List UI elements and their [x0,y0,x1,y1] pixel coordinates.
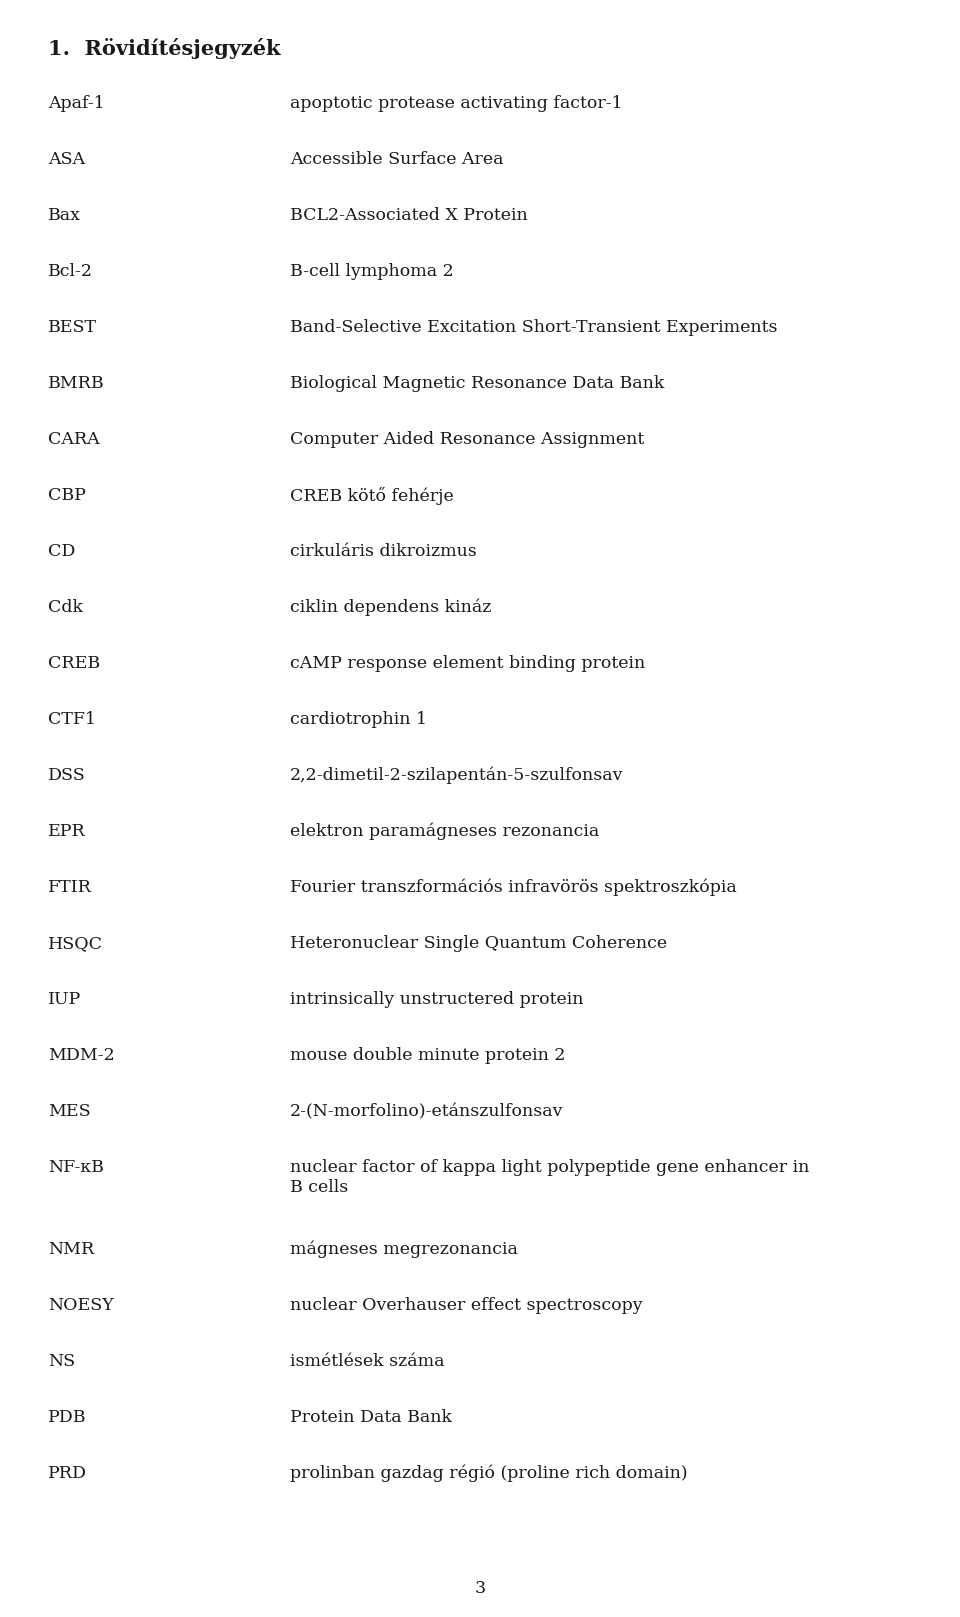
Text: PDB: PDB [48,1408,86,1426]
Text: Fourier transzformációs infravörös spektroszkópia: Fourier transzformációs infravörös spekt… [290,880,736,896]
Text: Cdk: Cdk [48,598,83,616]
Text: cirkuláris dikroizmus: cirkuláris dikroizmus [290,543,477,559]
Text: prolinban gazdag régió (proline rich domain): prolinban gazdag régió (proline rich dom… [290,1465,687,1483]
Text: apoptotic protease activating factor-1: apoptotic protease activating factor-1 [290,95,623,112]
Text: ismétlések száma: ismétlések száma [290,1353,444,1370]
Text: FTIR: FTIR [48,880,92,896]
Text: 2,2-dimetil-2-szilapentán-5-szulfonsav: 2,2-dimetil-2-szilapentán-5-szulfonsav [290,766,623,784]
Text: BCL2-Associated X Protein: BCL2-Associated X Protein [290,207,528,225]
Text: Accessible Surface Area: Accessible Surface Area [290,150,503,168]
Text: nuclear Overhauser effect spectroscopy: nuclear Overhauser effect spectroscopy [290,1297,642,1315]
Text: Apaf-1: Apaf-1 [48,95,105,112]
Text: CTF1: CTF1 [48,711,96,728]
Text: BEST: BEST [48,319,97,336]
Text: CBP: CBP [48,487,85,505]
Text: Protein Data Bank: Protein Data Bank [290,1408,452,1426]
Text: PRD: PRD [48,1465,87,1483]
Text: B-cell lymphoma 2: B-cell lymphoma 2 [290,264,454,280]
Text: nuclear factor of kappa light polypeptide gene enhancer in
B cells: nuclear factor of kappa light polypeptid… [290,1159,809,1195]
Text: mouse double minute protein 2: mouse double minute protein 2 [290,1046,565,1064]
Text: 3: 3 [474,1580,486,1598]
Text: CREB kötő fehérje: CREB kötő fehérje [290,487,454,505]
Text: ASA: ASA [48,150,85,168]
Text: NMR: NMR [48,1240,94,1258]
Text: BMRB: BMRB [48,375,105,391]
Text: Band-Selective Excitation Short-Transient Experiments: Band-Selective Excitation Short-Transien… [290,319,778,336]
Text: CD: CD [48,543,76,559]
Text: mágneses megrezonancia: mágneses megrezonancia [290,1240,517,1258]
Text: CREB: CREB [48,655,100,673]
Text: CARA: CARA [48,432,100,448]
Text: ciklin dependens kináz: ciklin dependens kináz [290,598,492,616]
Text: 2-(N-morfolino)-etánszulfonsav: 2-(N-morfolino)-etánszulfonsav [290,1103,564,1121]
Text: IUP: IUP [48,991,82,1007]
Text: Computer Aided Resonance Assignment: Computer Aided Resonance Assignment [290,432,644,448]
Text: MDM-2: MDM-2 [48,1046,115,1064]
Text: intrinsically unstructered protein: intrinsically unstructered protein [290,991,584,1007]
Text: HSQC: HSQC [48,935,103,952]
Text: Heteronuclear Single Quantum Coherence: Heteronuclear Single Quantum Coherence [290,935,667,952]
Text: elektron paramágneses rezonancia: elektron paramágneses rezonancia [290,823,599,841]
Text: cAMP response element binding protein: cAMP response element binding protein [290,655,645,673]
Text: Biological Magnetic Resonance Data Bank: Biological Magnetic Resonance Data Bank [290,375,664,391]
Text: NF-κB: NF-κB [48,1159,104,1176]
Text: Bcl-2: Bcl-2 [48,264,93,280]
Text: NOESY: NOESY [48,1297,113,1315]
Text: EPR: EPR [48,823,85,839]
Text: Bax: Bax [48,207,81,225]
Text: NS: NS [48,1353,75,1370]
Text: 1.  Rövidítésjegyzék: 1. Rövidítésjegyzék [48,39,280,58]
Text: cardiotrophin 1: cardiotrophin 1 [290,711,427,728]
Text: DSS: DSS [48,766,85,784]
Text: MES: MES [48,1103,90,1121]
